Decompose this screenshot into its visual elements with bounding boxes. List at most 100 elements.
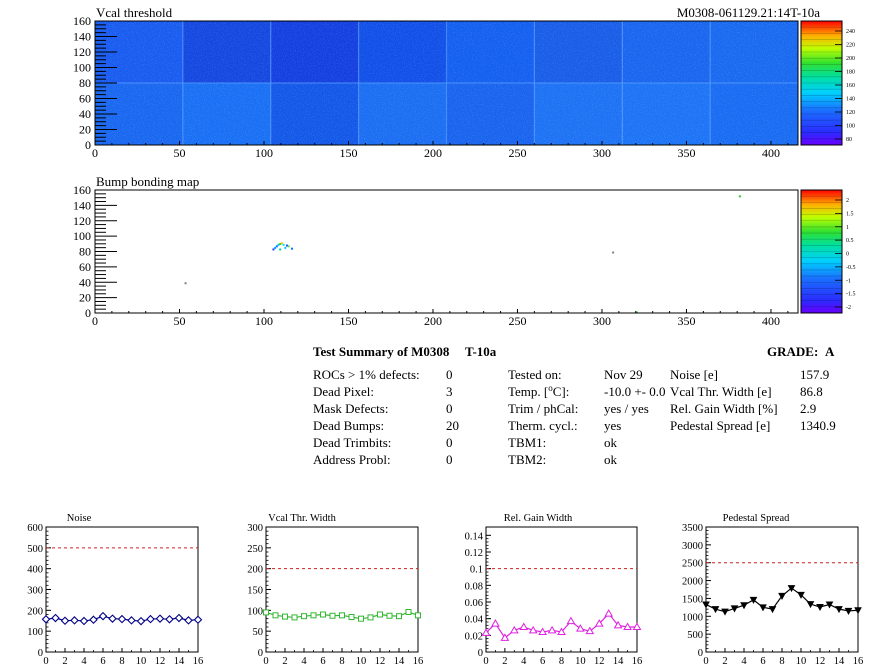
y-tick-label: 40 — [79, 107, 91, 121]
bump-dead-bumps — [184, 195, 741, 314]
summary-value: 20 — [446, 418, 459, 433]
summary-label: Therm. cycl.: — [508, 418, 578, 433]
palette-label: 240 — [846, 29, 855, 35]
data-point — [291, 614, 298, 621]
summary-value: Nov 29 — [604, 367, 643, 382]
x-tick-label: 250 — [508, 314, 526, 328]
y-tick-label: 50 — [253, 627, 264, 638]
data-point — [797, 591, 805, 599]
summary-label: Dead Bumps: — [313, 418, 384, 433]
bump-color-palette: 2 1.5 1 0.5 0 -0.5 -1 -1.5 -2 — [800, 189, 856, 314]
dead-bump-pixel — [635, 311, 638, 314]
data-point — [547, 625, 557, 634]
vcal-title: Vcal threshold — [96, 5, 173, 20]
summary-value: yes — [604, 418, 621, 433]
dead-bump-pixel — [279, 248, 282, 251]
x-tick-label: 12 — [155, 656, 166, 667]
mini-chart-title: Noise — [67, 513, 92, 524]
x-tick-label: 8 — [779, 656, 784, 667]
palette-label: 1 — [846, 225, 849, 231]
test-summary: Test Summary of M0308 T-10a GRADE: A ROC… — [313, 344, 836, 467]
data-point — [310, 612, 317, 619]
x-tick-label: 8 — [559, 656, 564, 667]
data-point — [500, 633, 510, 641]
data-point — [816, 604, 824, 612]
x-tick-label: 100 — [255, 314, 273, 328]
summary-value: 86.8 — [800, 384, 823, 399]
x-tick-label: 300 — [593, 314, 611, 328]
y-tick-label: 140 — [73, 30, 91, 44]
y-tick-label: 60 — [79, 92, 91, 106]
y-tick-label: 500 — [687, 630, 703, 641]
x-tick-label: 50 — [173, 314, 185, 328]
palette-label: 220 — [846, 43, 855, 49]
data-point — [301, 613, 307, 620]
x-tick-label: 150 — [339, 146, 357, 160]
summary-value: 3 — [446, 384, 453, 399]
y-tick-label: 0.08 — [465, 581, 483, 592]
data-point — [768, 606, 777, 614]
x-tick-label: 2 — [282, 656, 287, 667]
summary-title: Test Summary of M0308 — [313, 344, 450, 359]
y-tick-label: 100 — [247, 606, 263, 617]
data-point — [386, 612, 393, 619]
data-point — [193, 615, 203, 624]
data-point — [415, 612, 421, 619]
data-point — [509, 625, 519, 634]
x-tick-label: 14 — [174, 656, 185, 667]
data-point — [41, 615, 51, 624]
data-point — [377, 611, 383, 618]
y-tick-label: 20 — [79, 123, 91, 137]
data-point — [491, 619, 500, 627]
data-point — [396, 613, 402, 620]
y-tick-label: 0 — [698, 648, 703, 659]
data-point — [70, 616, 79, 625]
y-tick-label: 100 — [73, 61, 91, 75]
data-point — [272, 612, 279, 619]
x-tick-label: 10 — [356, 656, 367, 667]
y-tick-label: 3000 — [682, 541, 703, 552]
data-point — [557, 627, 566, 635]
y-tick-label: 2500 — [682, 559, 703, 570]
data-point — [623, 622, 632, 630]
y-tick-label: 2000 — [682, 577, 703, 588]
x-tick-label: 14 — [394, 656, 405, 667]
data-point — [339, 612, 345, 619]
vcal-x-axis: 0 50 100 150 200 250 300 350 400 — [92, 141, 789, 160]
summary-value: 0 — [446, 401, 453, 416]
x-tick-label: 14 — [613, 656, 624, 667]
y-tick-label: 0.06 — [465, 598, 483, 609]
y-tick-label: 150 — [247, 586, 263, 597]
y-tick-label: 140 — [73, 198, 91, 212]
palette-label: 0 — [846, 252, 849, 258]
summary-label: TBM2: — [508, 452, 546, 467]
data-point — [787, 585, 796, 593]
data-point — [136, 616, 146, 626]
x-tick-label: 10 — [575, 656, 586, 667]
x-tick-label: 12 — [594, 656, 605, 667]
mini-chart-2: Vcal Thr. Width 0 50 100 150 200 250 300 0 2 4 6 8 10… — [247, 513, 423, 667]
data-point — [155, 614, 165, 623]
data-point — [702, 601, 710, 609]
summary-label: Pedestal Spread [e] — [670, 418, 770, 433]
y-tick-label: 500 — [27, 544, 43, 555]
x-tick-label: 8 — [339, 656, 344, 667]
x-tick-label: 6 — [320, 656, 325, 667]
palette-label: -1.5 — [846, 292, 856, 298]
x-tick-label: 6 — [760, 656, 765, 667]
mini-chart-frame — [265, 526, 419, 653]
mini-chart-frame — [45, 526, 199, 653]
dead-bump-pixel — [274, 246, 277, 249]
summary-value: 1340.9 — [800, 418, 836, 433]
x-tick-label: 150 — [339, 314, 357, 328]
x-tick-label: 16 — [632, 656, 643, 667]
y-tick-label: 100 — [27, 627, 43, 638]
data-point — [282, 613, 288, 620]
dead-bump-pixel — [285, 244, 288, 247]
bump-plot-area — [95, 190, 798, 313]
palette-label: 200 — [846, 56, 855, 62]
data-point — [806, 601, 815, 609]
